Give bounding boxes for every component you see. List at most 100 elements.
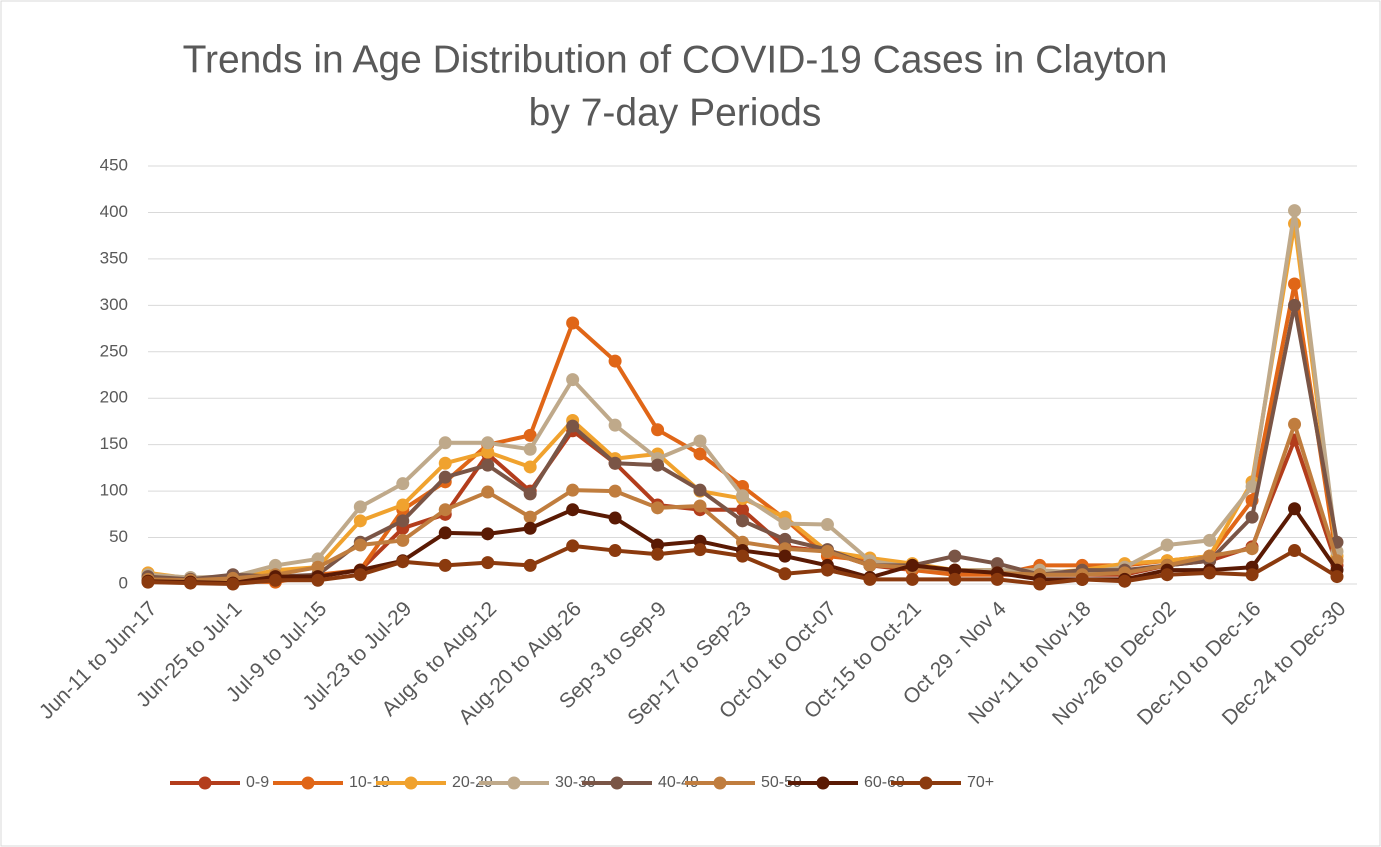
chart-title: Trends in Age Distribution of COVID-19 C… <box>183 38 1168 81</box>
data-point <box>566 316 580 330</box>
legend-label: 30-39 <box>555 774 596 791</box>
data-point <box>438 503 452 517</box>
data-point <box>693 434 707 448</box>
data-point <box>1288 417 1302 431</box>
data-point <box>1288 298 1302 312</box>
data-point <box>1288 544 1302 558</box>
y-tick-label: 0 <box>119 573 128 592</box>
data-point <box>948 549 962 563</box>
data-point <box>1160 568 1174 582</box>
data-point <box>736 489 749 503</box>
data-point <box>1288 204 1302 218</box>
legend-marker <box>919 776 933 790</box>
data-point <box>820 518 834 532</box>
legend-label: 10-19 <box>349 774 390 791</box>
data-point <box>1245 510 1259 524</box>
data-point <box>438 558 452 572</box>
legend-label: 20-29 <box>452 774 493 791</box>
data-point <box>396 477 410 491</box>
data-point <box>566 373 580 387</box>
data-point <box>1075 572 1089 586</box>
y-tick-label: 200 <box>100 388 128 407</box>
y-tick-label: 250 <box>100 341 128 360</box>
chart-title: by 7-day Periods <box>529 91 822 134</box>
data-point <box>566 483 580 497</box>
legend-label: 40-49 <box>658 774 699 791</box>
data-point <box>481 445 495 459</box>
data-point <box>1033 577 1047 591</box>
legend-label: 50-59 <box>761 774 802 791</box>
legend-label: 60-69 <box>864 774 905 791</box>
data-point <box>396 555 410 569</box>
data-point <box>608 354 622 368</box>
data-point <box>736 514 749 528</box>
data-point <box>863 572 877 586</box>
data-point <box>608 544 622 558</box>
data-point <box>778 549 792 563</box>
data-point <box>523 460 537 474</box>
data-point <box>693 499 707 513</box>
data-point <box>353 500 367 514</box>
data-point <box>651 501 665 515</box>
legend-marker <box>713 776 727 790</box>
legend-marker <box>404 776 418 790</box>
data-point <box>523 558 537 572</box>
data-point <box>566 419 580 433</box>
data-point <box>523 442 537 456</box>
data-point <box>183 576 197 590</box>
y-tick-label: 150 <box>100 434 128 453</box>
legend-label: 70+ <box>967 774 994 791</box>
data-point <box>778 567 792 581</box>
data-point <box>651 458 665 472</box>
data-point <box>396 498 410 512</box>
data-point <box>948 563 962 577</box>
data-point <box>1203 566 1217 580</box>
data-point <box>438 456 452 470</box>
data-point <box>523 510 537 524</box>
legend-marker <box>610 776 624 790</box>
data-point <box>438 470 452 484</box>
data-point <box>608 456 622 470</box>
data-point <box>353 538 367 552</box>
data-point <box>608 511 622 525</box>
data-point <box>226 577 240 591</box>
data-point <box>438 436 452 450</box>
data-point <box>438 526 452 540</box>
legend-marker <box>816 776 830 790</box>
data-point <box>353 568 367 582</box>
data-point <box>481 436 495 450</box>
data-point <box>311 573 325 587</box>
data-point <box>523 487 537 501</box>
data-point <box>1203 533 1217 547</box>
data-point <box>141 575 155 589</box>
data-point <box>651 423 665 437</box>
data-point <box>353 514 367 528</box>
data-point <box>736 549 749 563</box>
data-point <box>1245 568 1259 582</box>
data-point <box>1245 542 1259 556</box>
data-point <box>905 558 919 572</box>
data-point <box>268 558 282 572</box>
data-point <box>1330 570 1344 584</box>
data-point <box>396 514 410 528</box>
data-point <box>1245 479 1259 493</box>
data-point <box>608 484 622 498</box>
data-point <box>863 558 877 572</box>
y-tick-label: 450 <box>100 155 128 174</box>
data-point <box>778 517 792 531</box>
data-point <box>396 533 410 547</box>
data-point <box>693 447 707 461</box>
y-tick-label: 400 <box>100 202 128 221</box>
data-point <box>693 543 707 557</box>
data-point <box>948 572 962 586</box>
y-tick-label: 50 <box>109 527 128 546</box>
data-point <box>481 527 495 541</box>
data-point <box>268 573 282 587</box>
legend-marker <box>198 776 212 790</box>
legend-marker <box>507 776 521 790</box>
data-point <box>523 521 537 535</box>
data-point <box>311 560 325 574</box>
data-point <box>736 503 749 517</box>
